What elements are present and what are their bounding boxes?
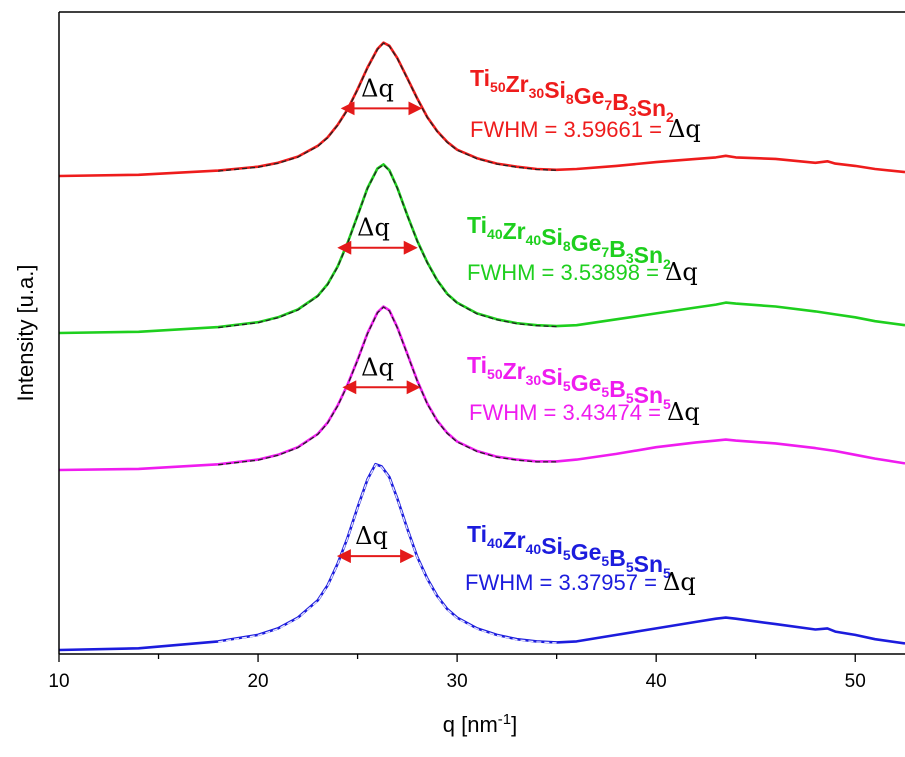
x-tick-label: 50 xyxy=(845,671,866,692)
fwhm-text-4: FWHM = 3.37957 = Δq xyxy=(465,568,696,596)
delta-q-label: Δq xyxy=(361,353,394,381)
fwhm-text-1: FWHM = 3.59661 = Δq xyxy=(470,115,701,143)
fit-line-2 xyxy=(218,164,557,329)
delta-q-label: Δq xyxy=(355,522,388,550)
fit-line-3 xyxy=(218,306,557,466)
series-line-1 xyxy=(58,41,905,178)
series-title-1: Ti50Zr30Si8Ge7B3Sn2 xyxy=(470,65,674,125)
delta-q-label: Δq xyxy=(361,74,394,102)
plot-area xyxy=(58,41,905,652)
series-title-4: Ti40Zr40Si5Ge5B5Sn5 xyxy=(467,521,671,581)
x-tick-label: 40 xyxy=(646,671,667,692)
fit-line-1 xyxy=(218,42,557,172)
x-tick-label: 30 xyxy=(447,671,468,692)
fit-line-4 xyxy=(218,463,557,644)
y-axis-label: Intensity [u.a.] xyxy=(13,265,38,402)
x-tick-label: 20 xyxy=(247,671,268,692)
series-line-2 xyxy=(58,163,905,335)
fwhm-text-2: FWHM = 3.53898 = Δq xyxy=(467,258,698,286)
series-title-3: Ti50Zr30Si5Ge5B5Sn5 xyxy=(467,352,671,412)
fwhm-text-3: FWHM = 3.43474 = Δq xyxy=(469,398,700,426)
delta-q-label: Δq xyxy=(357,214,390,242)
series-line-4 xyxy=(58,462,905,652)
series-line-3 xyxy=(58,305,905,472)
axes: 10 20 30 40 50 xyxy=(48,11,905,692)
x-axis-label: q [nm-1] xyxy=(443,711,518,738)
series-title-2: Ti40Zr40Si8Ge7B3Sn2 xyxy=(467,212,671,272)
x-tick-label: 10 xyxy=(48,671,69,692)
